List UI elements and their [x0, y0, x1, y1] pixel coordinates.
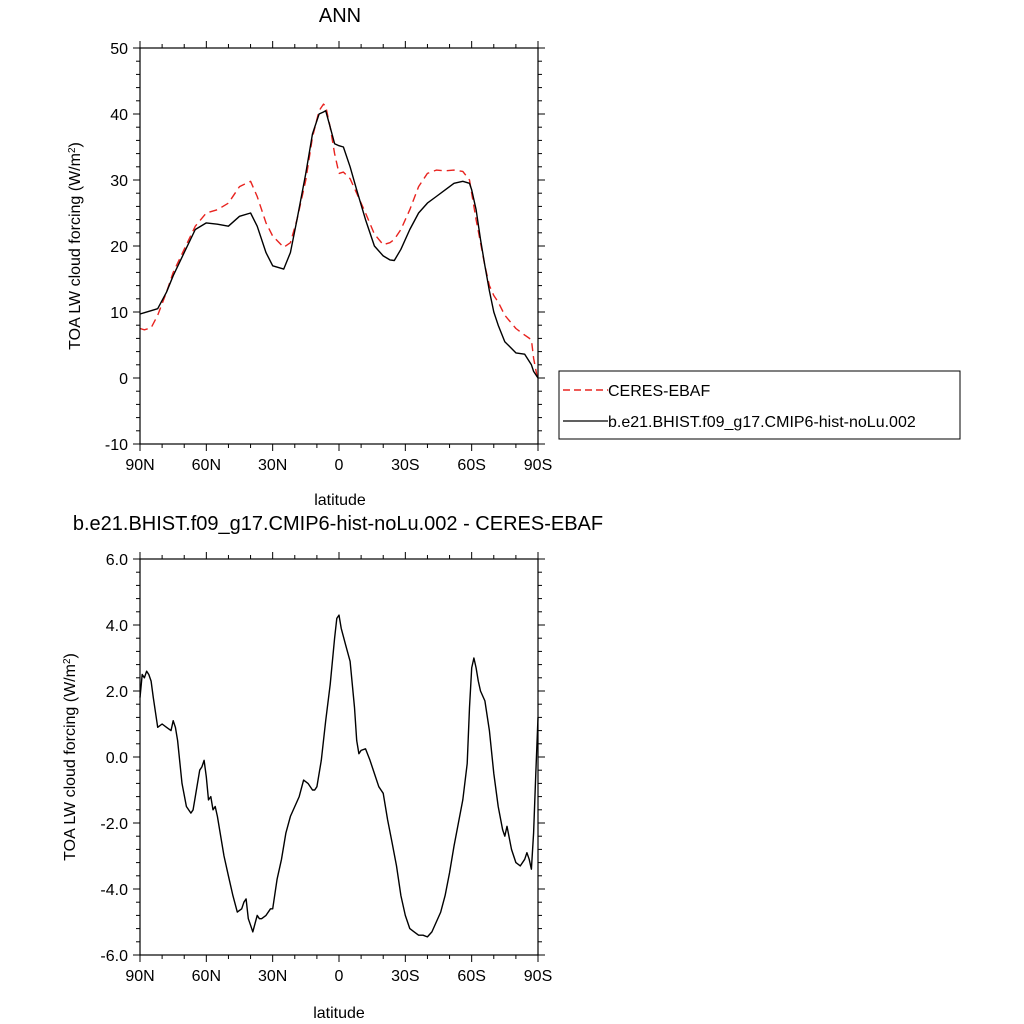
legend-box [558, 370, 961, 440]
bottom-x-tick-label: 30S [391, 968, 419, 985]
bottom-x-axis-label: latitude [313, 1005, 365, 1022]
bottom-plot-frame [139, 558, 539, 956]
top-x-tick-label: 60N [192, 457, 221, 474]
top-panel: ANN 90N 60N 30N 0 30S 60S 90S 50 40 30 20 10 0 -10 la… [67, 5, 553, 509]
top-x-tick-label: 60S [457, 457, 485, 474]
top-x-tick-label: 30S [391, 457, 419, 474]
bottom-y-axis-label: TOA LW cloud forcing (W/m2) [62, 653, 80, 861]
bottom-panel: b.e21.BHIST.f09_g17.CMIP6-hist-noLu.002 … [62, 513, 604, 1022]
top-series-line-solid [139, 110, 539, 379]
bottom-y-tick-label: -2.0 [100, 816, 128, 833]
top-x-tick-label: 90N [125, 457, 154, 474]
top-y-tick-label: 10 [110, 305, 128, 322]
bottom-y-tick-label: 6.0 [106, 552, 128, 569]
bottom-x-tick-label: 60S [457, 968, 485, 985]
bottom-series-line-solid [139, 614, 539, 938]
top-plot-frame [139, 47, 539, 445]
legend-label-model: b.e21.BHIST.f09_g17.CMIP6-hist-noLu.002 [608, 414, 916, 431]
top-chart-title: ANN [319, 5, 361, 27]
bottom-y-tick-label: 4.0 [106, 618, 128, 635]
top-y-axis-label: TOA LW cloud forcing (W/m2) [67, 142, 85, 350]
bottom-x-tick-label: 30N [258, 968, 287, 985]
top-y-tick-label: 40 [110, 107, 128, 124]
top-y-tick-label: 30 [110, 173, 128, 190]
bottom-chart-title: b.e21.BHIST.f09_g17.CMIP6-hist-noLu.002 … [73, 513, 603, 535]
bottom-y-tick-label: 0.0 [106, 750, 128, 767]
bottom-y-tick-label: -6.0 [100, 948, 128, 965]
top-x-tick-label: 0 [335, 457, 344, 474]
top-x-tick-label: 30N [258, 457, 287, 474]
bottom-x-tick-label: 90S [524, 968, 552, 985]
bottom-x-tick-label: 90N [125, 968, 154, 985]
legend: CERES-EBAF b.e21.BHIST.f09_g17.CMIP6-his… [558, 370, 961, 440]
top-x-tick-label: 90S [524, 457, 552, 474]
top-y-tick-label: 50 [110, 41, 128, 58]
bottom-y-tick-label: -4.0 [100, 882, 128, 899]
bottom-x-tick-label: 0 [335, 968, 344, 985]
top-y-tick-label: 20 [110, 239, 128, 256]
bottom-x-tick-label: 60N [192, 968, 221, 985]
top-x-axis-label: latitude [314, 492, 366, 509]
bottom-y-tick-label: 2.0 [106, 684, 128, 701]
legend-label-ceres: CERES-EBAF [608, 383, 710, 400]
top-y-tick-label: -10 [105, 437, 128, 454]
top-y-tick-label: 0 [119, 371, 128, 388]
